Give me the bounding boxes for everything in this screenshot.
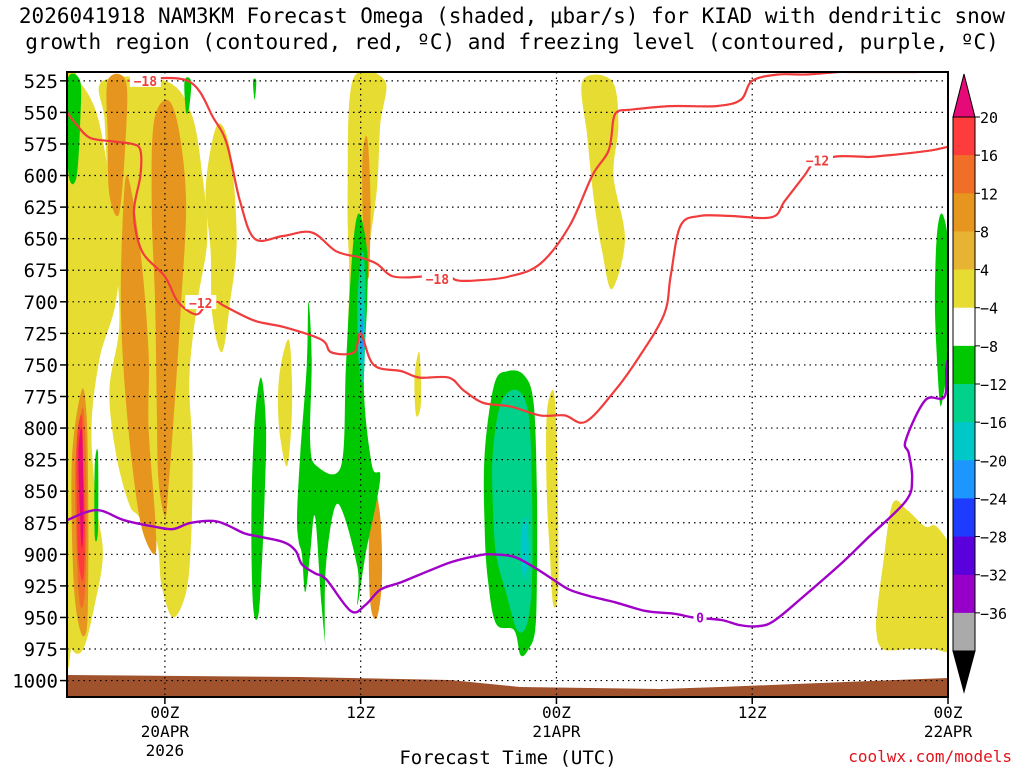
y-tick-label-775: 775 — [24, 386, 58, 408]
omega-region-18 — [373, 526, 380, 595]
omega-region-21 — [252, 78, 257, 100]
colorbar-label-7: −12 — [980, 376, 1007, 394]
x-tick-label-24-2: 2026 — [146, 741, 185, 760]
y-tick-label-1000: 1000 — [12, 671, 58, 693]
omega-region-29 — [492, 389, 533, 633]
x-tick-label-72-1: 22APR — [924, 722, 973, 741]
x-tick-label-24-0: 00Z — [150, 703, 179, 722]
y-tick-label-725: 725 — [24, 323, 58, 345]
colorbar-label-8: −16 — [980, 414, 1007, 432]
x-tick-label-24-1: 20APR — [141, 722, 190, 741]
dgz-label-c: −12 — [189, 297, 212, 312]
omega-region-17 — [78, 427, 84, 549]
x-axis-label: Forecast Time (UTC) — [399, 747, 616, 768]
freezing-label-bg — [693, 609, 707, 624]
dgz-contour-0 — [127, 72, 931, 283]
y-tick-label-550: 550 — [24, 102, 58, 124]
colorbar-band-3 — [953, 231, 975, 271]
watermark: coolwx.com/models — [848, 747, 1012, 766]
dgz-label-d: −12 — [806, 154, 829, 169]
dgz-label-a-bg — [129, 72, 161, 87]
colorbar-label-4: 4 — [980, 262, 989, 280]
colorbar-band-5 — [953, 307, 975, 347]
x-tick-label-72-0: 00Z — [934, 703, 963, 722]
omega-region-23 — [94, 448, 99, 542]
colorbar-band-7 — [953, 384, 975, 423]
y-tick-label-925: 925 — [24, 576, 58, 598]
dgz-label-c-bg — [185, 295, 217, 310]
omega-region-4 — [277, 339, 293, 467]
y-tick-label-850: 850 — [24, 481, 58, 503]
colorbar-band-12 — [953, 574, 975, 614]
y-tick-label-650: 650 — [24, 229, 58, 251]
x-tick-label-36-0: 12Z — [346, 703, 375, 722]
colorbar-band-6 — [953, 345, 975, 385]
y-tick-label-750: 750 — [24, 355, 58, 377]
colorbar-label-5: −4 — [980, 300, 998, 318]
omega-region-31 — [934, 213, 948, 407]
omega-region-8 — [546, 389, 559, 608]
colorbar-label-11: −28 — [980, 529, 1007, 547]
colorbar-band-2 — [953, 193, 975, 232]
contours: −18 −18 −12 −12 0 — [67, 72, 948, 628]
y-tick-label-700: 700 — [24, 292, 58, 314]
y-tick-label-625: 625 — [24, 197, 58, 219]
colorbar-band-13 — [953, 612, 975, 652]
dgz-contour-1 — [67, 111, 948, 424]
colorbar-band-9 — [953, 460, 975, 499]
y-tick-label-875: 875 — [24, 513, 58, 535]
y-tick-label-900: 900 — [24, 544, 58, 566]
x-tick-label-48-1: 21APR — [532, 722, 581, 741]
y-tick-label-950: 950 — [24, 607, 58, 629]
colorbar-label-10: −24 — [980, 490, 1007, 508]
chart-title-line-2: growth region (contoured, red, ºC) and f… — [25, 30, 999, 54]
chart-title-line-1: 2026041918 NAM3KM Forecast Omega (shaded… — [18, 4, 1006, 28]
plot-frame — [66, 71, 949, 698]
colorbar: 20 16 12 8 4 −4 −8 −12 −16 −20 −24 −28 −32 −36 — [952, 73, 1007, 694]
colorbar-label-0: 20 — [980, 109, 998, 127]
dgz-label-b-bg — [421, 271, 453, 286]
y-tick-label-675: 675 — [24, 260, 58, 282]
omega-region-11 — [151, 99, 187, 517]
omega-region-7 — [875, 500, 948, 653]
freezing-level-contour — [67, 357, 948, 628]
colorbar-label-9: −20 — [980, 452, 1007, 470]
omega-region-6 — [581, 74, 626, 290]
colorbar-bottom-arrow — [952, 650, 976, 694]
x-tick-label-60-0: 12Z — [738, 703, 767, 722]
dgz-label-a: −18 — [134, 75, 158, 90]
colorbar-label-1: 16 — [980, 147, 998, 165]
omega-region-9 — [106, 73, 128, 217]
colorbar-label-12: −32 — [980, 567, 1007, 585]
y-tick-label-975: 975 — [24, 639, 58, 661]
y-tick-label-800: 800 — [24, 418, 58, 440]
colorbar-band-1 — [953, 155, 975, 194]
colorbar-top-arrow — [952, 73, 976, 118]
colorbar-band-0 — [953, 117, 975, 156]
colorbar-band-8 — [953, 422, 975, 461]
colorbar-label-2: 12 — [980, 185, 998, 203]
omega-region-19 — [67, 73, 82, 185]
colorbar-band-10 — [953, 498, 975, 538]
y-axis: 525 550 575 600 625 650 675 700 725 750 775 800 825 8… — [12, 71, 67, 693]
colorbar-band-4 — [953, 269, 975, 309]
omega-region-20 — [184, 77, 192, 114]
colorbar-label-3: 8 — [980, 223, 989, 241]
y-tick-label-575: 575 — [24, 134, 58, 156]
dgz-label-b: −18 — [426, 273, 450, 288]
colorbar-label-6: −8 — [980, 338, 998, 356]
x-tick-label-48-0: 00Z — [542, 703, 571, 722]
dgz-label-d-bg — [801, 152, 833, 167]
y-tick-label-600: 600 — [24, 166, 58, 188]
y-tick-label-825: 825 — [24, 450, 58, 472]
freezing-label: 0 — [696, 611, 704, 626]
y-tick-label-525: 525 — [24, 71, 58, 93]
colorbar-band-11 — [953, 536, 975, 576]
omega-region-5 — [414, 351, 422, 417]
colorbar-label-13: −36 — [980, 605, 1007, 623]
omega-region-22 — [251, 377, 267, 620]
